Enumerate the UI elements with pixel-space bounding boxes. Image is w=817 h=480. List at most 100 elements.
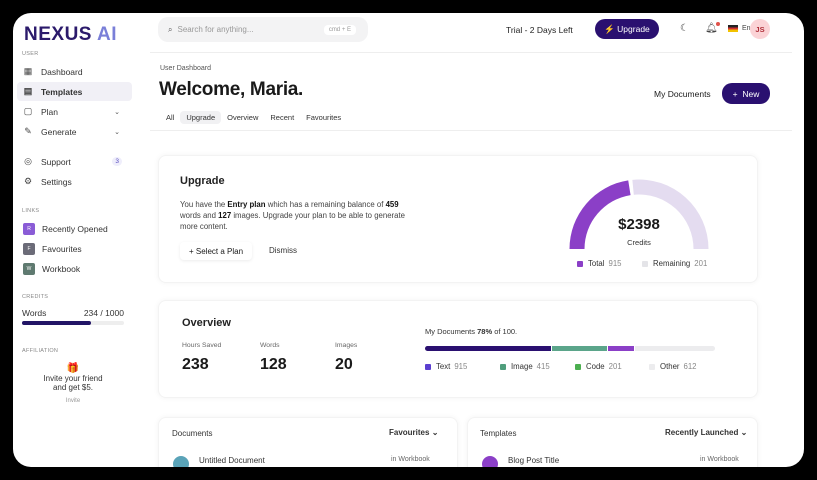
label: Upgrade — [617, 24, 650, 34]
link-workbook[interactable]: W Workbook — [17, 259, 132, 278]
tab-favourites[interactable]: Favourites — [306, 113, 342, 122]
invite-text: Invite your friend — [43, 374, 103, 383]
documents-card: Documents Favourites ⌄ Untitled Document… — [158, 417, 458, 467]
support-badge: 3 — [112, 157, 122, 166]
stat-value: 238 — [182, 356, 209, 373]
plus-icon: + — [732, 88, 738, 99]
search-input[interactable]: ⌕ Search for anything... cmd + E — [158, 17, 368, 42]
label: Workbook — [42, 263, 81, 274]
label: Recently Opened — [42, 223, 108, 234]
tab-overview[interactable]: Overview — [227, 113, 259, 122]
tab-recent[interactable]: Recent — [270, 113, 295, 122]
tab-upgrade[interactable]: Upgrade — [180, 111, 222, 124]
credits-gauge — [569, 179, 709, 249]
label: Favourites — [42, 243, 82, 254]
stat-label: Images — [335, 342, 358, 349]
templates-filter[interactable]: Recently Launched ⌄ — [665, 428, 748, 437]
legend-remaining: Remaining 201 — [642, 259, 707, 268]
sidebar-item-settings[interactable]: ⚙ Settings — [17, 172, 132, 191]
document-location: in Workbook — [391, 456, 430, 463]
templates-card: Templates Recently Launched ⌄ Blog Post … — [467, 417, 758, 467]
logo[interactable]: NEXUS AI — [24, 24, 118, 45]
chevron-down-icon: ⌄ — [114, 108, 120, 116]
card-title: Documents — [172, 429, 213, 438]
label: Support — [41, 156, 71, 167]
bar-segment — [552, 346, 607, 351]
gauge-amount: $2398 — [618, 216, 660, 233]
template-name[interactable]: Blog Post Title — [508, 456, 560, 465]
bell-icon[interactable]: 🔔︎ — [705, 22, 720, 34]
divider — [150, 130, 792, 131]
plan-icon: ▢ — [23, 106, 33, 116]
template-avatar — [482, 456, 498, 467]
my-documents-button[interactable]: My Documents — [654, 89, 711, 99]
overview-card: Overview Hours Saved 238 Words 128 Image… — [158, 300, 758, 398]
document-name[interactable]: Untitled Document — [199, 456, 265, 465]
select-plan-button[interactable]: + Select a Plan — [180, 242, 252, 260]
sidebar-item-dashboard[interactable]: ▦ Dashboard — [17, 62, 132, 81]
sidebar-item-generate[interactable]: ✎ Generate ⌄ — [17, 122, 132, 141]
trial-status[interactable]: Trial - 2 Days Left — [506, 24, 573, 35]
sidebar-item-support[interactable]: ◎ Support 3 — [17, 152, 132, 171]
credits-progress — [22, 321, 124, 325]
legend-code: Code 201 — [575, 362, 622, 371]
sidebar-item-plan[interactable]: ▢ Plan ⌄ — [17, 102, 132, 121]
plus-icon: + — [189, 246, 194, 256]
section-label: AFFILIATION — [22, 348, 59, 354]
section-label: LINKS — [22, 208, 40, 214]
gift-icon: 🎁 — [66, 363, 80, 374]
language-selector[interactable]: En — [728, 25, 751, 32]
app-window: NEXUS AI USER ▦ Dashboard ▤ Templates ▢ Pla… — [13, 13, 804, 467]
letter-icon: W — [23, 262, 35, 275]
upgrade-description: You have the Entry plan which has a rema… — [180, 200, 405, 232]
avatar[interactable]: JS — [750, 19, 770, 39]
label: Templates — [41, 86, 83, 97]
tab-all[interactable]: All — [166, 113, 175, 122]
gear-icon: ⚙ — [23, 176, 33, 186]
letter-icon: R — [23, 222, 35, 235]
new-button[interactable]: + New — [722, 83, 770, 104]
divider — [150, 52, 792, 53]
document-icon: ▤ — [23, 86, 33, 96]
label: Generate — [41, 126, 77, 137]
label: Settings — [41, 176, 72, 187]
tabs: All Upgrade Overview Recent Favourites — [160, 111, 347, 124]
legend-total: Total 915 — [577, 259, 622, 268]
bolt-icon: ⚡ — [604, 23, 615, 34]
gauge-total-arc — [569, 180, 631, 249]
bar-segment — [634, 346, 715, 351]
lifebuoy-icon: ◎ — [24, 156, 32, 166]
chevron-down-icon: ⌄ — [431, 428, 439, 437]
search-icon: ⌕ — [168, 24, 173, 34]
section-label: USER — [22, 51, 39, 57]
documents-filter[interactable]: Favourites ⌄ — [389, 428, 439, 437]
template-location: in Workbook — [700, 456, 739, 463]
breadcrumb[interactable]: User Dashboard — [160, 65, 211, 72]
gauge-label: Credits — [627, 238, 651, 247]
documents-usage: My Documents 78% of 100. — [425, 327, 518, 336]
letter-icon: F — [23, 242, 35, 255]
gauge-remaining-arc — [632, 179, 709, 249]
documents-bar — [425, 346, 715, 351]
card-title: Overview — [182, 317, 231, 329]
main: ⌕ Search for anything... cmd + E Trial - 2… — [150, 13, 804, 467]
grid-icon: ▦ — [23, 66, 33, 76]
card-title: Templates — [480, 429, 517, 438]
card-title: Upgrade — [180, 175, 225, 187]
moon-icon[interactable]: ☾ — [680, 23, 689, 34]
link-favourites[interactable]: F Favourites — [17, 239, 132, 258]
sidebar-item-templates[interactable]: ▤ Templates — [17, 82, 132, 101]
legend-text: Text 915 — [425, 362, 467, 371]
credits-label: Words — [22, 308, 47, 318]
invite-button[interactable]: Invite — [65, 398, 81, 404]
sidebar: NEXUS AI USER ▦ Dashboard ▤ Templates ▢ Pla… — [13, 13, 141, 467]
upgrade-button[interactable]: ⚡ Upgrade — [595, 19, 659, 39]
dismiss-button[interactable]: Dismiss — [269, 246, 297, 255]
bar-segment — [607, 346, 634, 351]
chevron-down-icon: ⌄ — [740, 428, 748, 437]
section-label: CREDITS — [22, 294, 49, 300]
chevron-down-icon: ⌄ — [114, 128, 120, 136]
link-recently-opened[interactable]: R Recently Opened — [17, 219, 132, 238]
stat-label: Words — [260, 342, 280, 349]
stat-label: Hours Saved — [182, 342, 222, 349]
